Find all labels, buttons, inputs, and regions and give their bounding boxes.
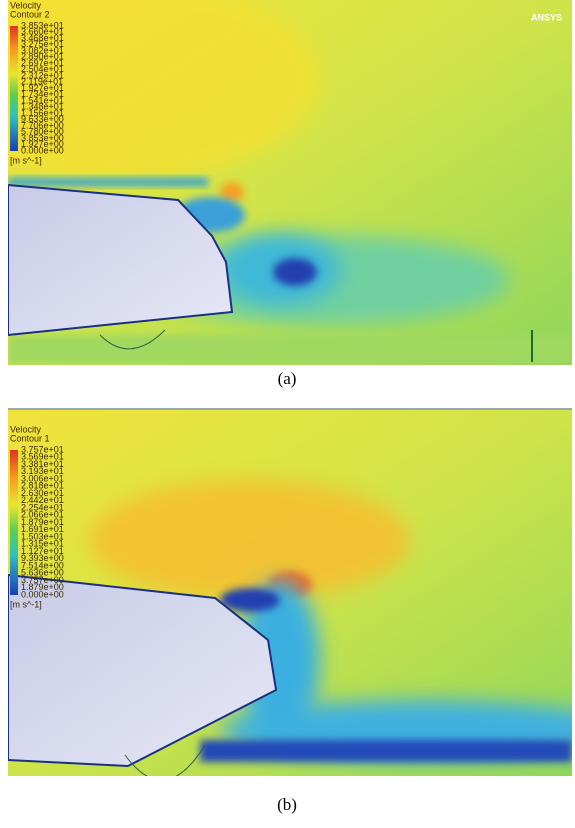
legend-subtitle: Contour 1 bbox=[10, 433, 50, 443]
legend-subtitle: Contour 2 bbox=[10, 9, 50, 19]
logo: ANSYS bbox=[531, 12, 562, 22]
legend-label: 0.000e+00 bbox=[21, 589, 64, 599]
figure: VelocityContour 23.853e+013.660e+013.468… bbox=[0, 0, 575, 828]
caption: (b) bbox=[277, 795, 297, 814]
color-bar bbox=[10, 26, 18, 151]
legend-unit: [m s^-1] bbox=[10, 599, 42, 609]
legend-unit: [m s^-1] bbox=[10, 155, 42, 165]
color-bar bbox=[10, 450, 18, 595]
caption: (a) bbox=[278, 369, 297, 388]
panel-a bbox=[0, 0, 572, 365]
legend-label: 0.000e+00 bbox=[21, 145, 64, 155]
panel-b bbox=[8, 410, 575, 780]
divider bbox=[8, 408, 572, 410]
